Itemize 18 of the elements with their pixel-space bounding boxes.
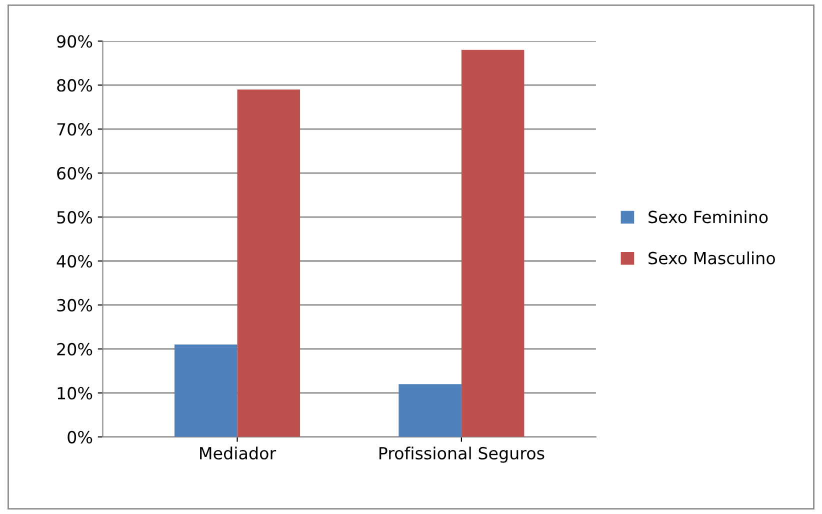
y-tick-label: 40% bbox=[56, 254, 92, 268]
y-tick-label: 70% bbox=[57, 123, 92, 136]
x-tick-label: Profissional Seguros bbox=[379, 446, 544, 463]
legend-label: Sexo Masculino bbox=[648, 252, 775, 264]
y-tick-label: 20% bbox=[57, 342, 92, 356]
y-tick-label: 90% bbox=[57, 35, 92, 48]
bar bbox=[237, 89, 300, 437]
y-tick-label: 50% bbox=[57, 210, 92, 224]
y-tick-label: 30% bbox=[57, 298, 92, 312]
bar bbox=[174, 344, 238, 437]
x-tick-label: Mediador bbox=[200, 446, 276, 460]
y-tick-label: 60% bbox=[57, 167, 92, 180]
legend-label: Sexo Feminino bbox=[648, 210, 768, 224]
y-tick-label: 10% bbox=[58, 386, 92, 400]
y-tick-label: 80% bbox=[57, 79, 92, 92]
y-tick-label: 0% bbox=[68, 430, 92, 444]
bar bbox=[398, 384, 462, 437]
bar bbox=[461, 50, 524, 437]
